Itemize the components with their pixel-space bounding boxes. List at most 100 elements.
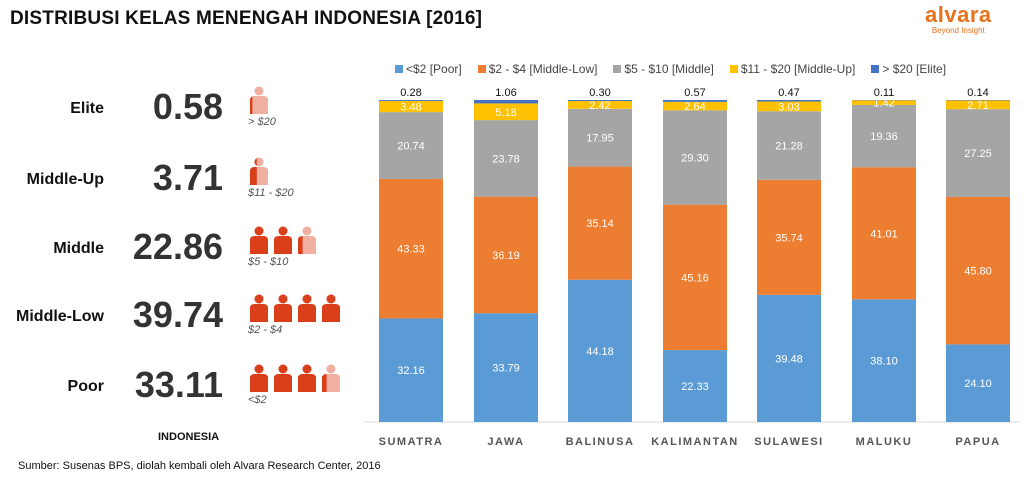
data-label: 0.14 (967, 87, 988, 99)
legend-item: <$2 [Poor] (395, 62, 462, 76)
bar-segment (757, 101, 821, 112)
legend-item: $11 - $20 [Middle-Up] (729, 62, 855, 76)
bar-segment (568, 279, 632, 422)
data-label: 3.48 (400, 102, 421, 114)
data-label: 33.79 (492, 363, 520, 375)
category-label: JAWA (487, 436, 524, 448)
legend-swatch (613, 65, 622, 73)
class-range: > $20 (248, 116, 276, 128)
bar-segment (946, 109, 1010, 197)
person-icons (248, 86, 270, 114)
data-label: 35.14 (586, 218, 614, 230)
data-label: 32.16 (397, 365, 425, 377)
bar-segment (379, 178, 443, 319)
data-label: 0.57 (684, 87, 705, 99)
bar-segment (852, 100, 916, 105)
class-range: $11 - $20 (248, 187, 294, 199)
category-label: KALIMANTAN (651, 436, 739, 448)
person-icons (248, 294, 342, 322)
class-row: Elite 0.58 > $20 (0, 86, 360, 152)
person-icon (274, 364, 292, 392)
bar-segment (568, 100, 632, 101)
category-label: BALINUSA (566, 436, 635, 448)
person-icon (298, 364, 316, 392)
page-title: DISTRIBUSI KELAS MENENGAH INDONESIA [201… (10, 8, 483, 29)
person-icon (250, 86, 268, 114)
data-label: 2.64 (684, 101, 705, 113)
legend-swatch (871, 65, 880, 73)
person-icon (322, 364, 340, 392)
bar-segment (379, 100, 443, 101)
data-label: 0.28 (400, 87, 421, 99)
logo-name: alvara (925, 2, 992, 27)
data-label: 1.06 (495, 87, 516, 99)
source-note: Sumber: Susenas BPS, diolah kembali oleh… (18, 460, 381, 472)
legend-label: $5 - $10 [Middle] (624, 62, 714, 76)
bar-segment (852, 299, 916, 422)
legend-item: > $20 [Elite] (871, 62, 946, 76)
bar-segment (474, 196, 538, 314)
bar-segment (568, 108, 632, 167)
data-label: 17.95 (586, 133, 614, 145)
category-label: MALUKU (856, 436, 913, 448)
bar-segment (663, 101, 727, 111)
data-label: 5.18 (495, 107, 516, 119)
person-icon (298, 294, 316, 322)
class-label: Middle-Low (16, 308, 104, 325)
class-range: $5 - $10 (248, 256, 289, 268)
data-label: 22.33 (681, 381, 709, 393)
class-range: <$2 (248, 394, 267, 406)
person-icons (248, 157, 270, 185)
legend-item: $2 - $4 [Middle-Low] (477, 62, 597, 76)
chart-legend: <$2 [Poor] $2 - $4 [Middle-Low] $5 - $10 [… (395, 62, 946, 76)
category-label: SULAWESI (754, 436, 823, 448)
bar-segment (568, 100, 632, 109)
legend-item: $5 - $10 [Middle] (613, 62, 714, 76)
class-value: 39.74 (132, 294, 223, 335)
person-icon (250, 226, 268, 254)
bar-segment (663, 100, 727, 102)
data-label: 36.19 (492, 250, 520, 262)
class-label: Middle (53, 240, 104, 257)
bar-segment (852, 104, 916, 168)
data-label: 35.74 (775, 232, 803, 244)
person-icons (248, 364, 342, 392)
data-label: 23.78 (492, 153, 520, 165)
alvara-logo: alvara Beyond Insight (925, 2, 992, 36)
bar-segment (663, 350, 727, 422)
legend-swatch (729, 65, 738, 73)
legend-swatch (395, 65, 403, 73)
bar-segment (474, 103, 538, 121)
bar-segment (474, 120, 538, 197)
bar-segment (757, 179, 821, 295)
bar-segment (946, 196, 1010, 345)
person-icon (250, 294, 268, 322)
class-value: 3.71 (152, 157, 223, 198)
data-label: 21.28 (775, 141, 803, 153)
data-label: 41.01 (870, 228, 898, 240)
data-label: 45.16 (681, 272, 709, 284)
bar-segment (946, 100, 1010, 110)
bar-segment (663, 204, 727, 351)
person-icon (322, 294, 340, 322)
logo-tagline: Beyond Insight (931, 26, 985, 35)
legend-swatch (477, 65, 486, 73)
bar-segment (379, 318, 443, 422)
data-label: 2.42 (589, 100, 610, 112)
data-label: 2.71 (967, 100, 988, 112)
person-icon (298, 226, 316, 254)
person-icon (250, 157, 268, 185)
data-label: 44.18 (586, 346, 614, 358)
bar-segment (852, 167, 916, 300)
class-label: Poor (67, 378, 104, 395)
class-label: Middle-Up (26, 171, 104, 188)
bar-segment (474, 313, 538, 422)
class-row: Poor 33.11 <$2 (0, 364, 360, 430)
bar-segment (568, 166, 632, 280)
legend-label: > $20 [Elite] (882, 62, 947, 76)
category-label: SUMATRA (379, 436, 444, 448)
class-range: $2 - $4 (248, 324, 283, 336)
data-label: 20.74 (397, 141, 425, 153)
data-label: 39.48 (775, 353, 803, 365)
bar-segment (663, 110, 727, 205)
